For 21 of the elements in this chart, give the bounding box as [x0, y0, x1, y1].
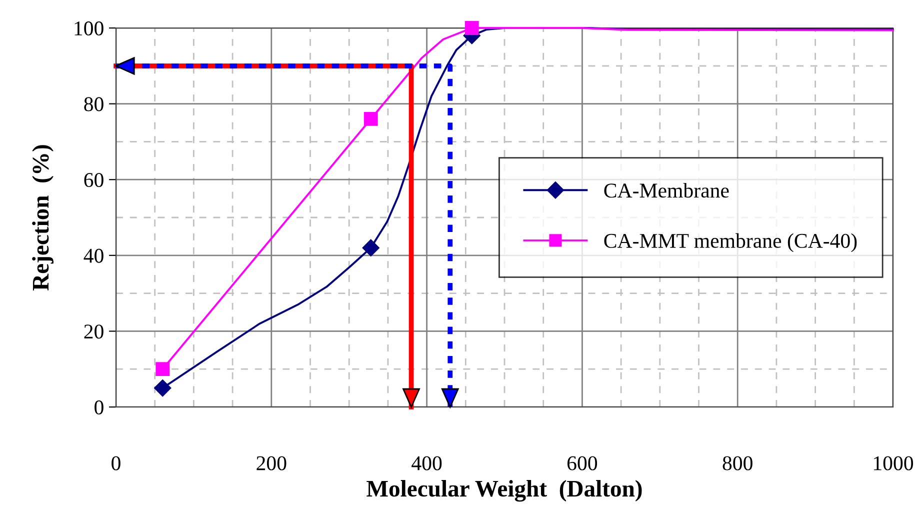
- y-tick-label: 60: [84, 172, 104, 188]
- x-tick-label: 0: [112, 456, 120, 470]
- point: [156, 362, 170, 376]
- y-axis-title: Rejection (%): [32, 145, 54, 291]
- x-tick-label: 400: [412, 456, 442, 470]
- x-axis-title: Molecular Weight (Dalton): [366, 480, 642, 502]
- point: [154, 380, 172, 397]
- point: [464, 21, 479, 35]
- x-tick-label: 800: [722, 456, 752, 470]
- y-tick-label: 0: [94, 400, 104, 414]
- legend-label: CA-MMT membrane (CA-40): [604, 233, 857, 252]
- legend-label: CA-Membrane: [604, 182, 729, 198]
- x-tick-label: 1000: [874, 456, 914, 470]
- point: [364, 112, 378, 126]
- y-tick-label: 80: [84, 97, 104, 112]
- y-tick-label: 40: [84, 248, 104, 263]
- point: [362, 239, 380, 256]
- x-tick-label: 600: [567, 456, 598, 470]
- y-tick-label: 20: [84, 324, 104, 339]
- y-tick-label: 100: [74, 21, 104, 36]
- x-tick-label: 200: [256, 456, 286, 470]
